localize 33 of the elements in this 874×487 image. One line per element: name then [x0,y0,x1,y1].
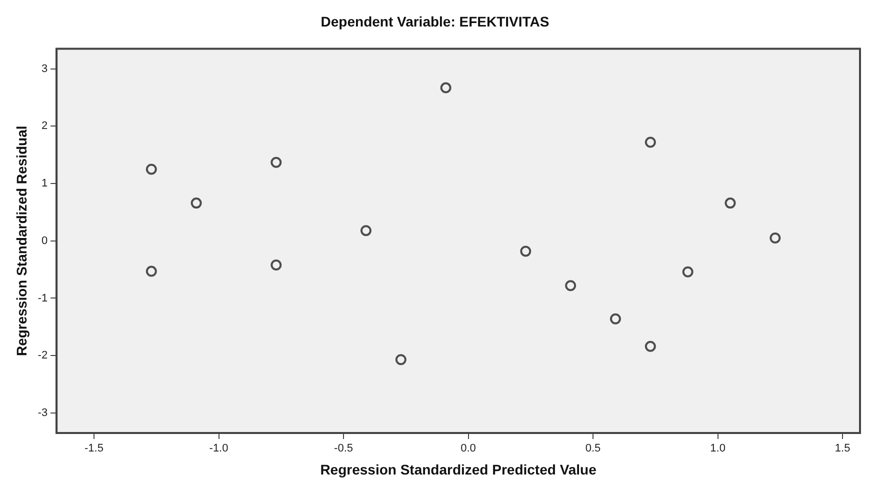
point [395,354,406,366]
y-tick-label: 0 [41,234,48,247]
point [190,198,202,209]
point [360,225,372,236]
chart-title: Dependent Variable: EFEKTIVITAS [320,13,550,30]
y-tick-label: 3 [41,62,48,75]
point [146,164,157,175]
x-tick-label: -1.5 [84,442,104,455]
y-tick-label: -1 [38,292,48,304]
y-tick-label: -3 [38,406,48,419]
x-tick-label: 1.5 [834,442,850,455]
point [565,280,576,292]
x-tick-label: -0.5 [334,442,353,455]
point [610,313,621,324]
y-axis-title: Regression Standardized Residual [13,126,30,356]
x-tick-label: 0.0 [460,442,476,455]
y-tick-label: -2 [38,350,48,362]
x-tick-label: -1.0 [209,442,228,455]
point [770,232,781,244]
x-axis-title: Regression Standardized Predicted Value [320,461,597,478]
point [644,340,656,352]
point [146,266,157,277]
point [724,198,736,209]
point [682,266,694,278]
point [644,136,656,148]
x-tick-label: 0.5 [585,442,601,455]
y-tick-label: 1 [41,178,48,190]
point [520,246,532,257]
point [270,156,282,168]
x-tick-label: 1.0 [710,442,726,455]
point [440,82,452,94]
y-tick-label: 2 [41,120,48,132]
point [270,259,282,270]
